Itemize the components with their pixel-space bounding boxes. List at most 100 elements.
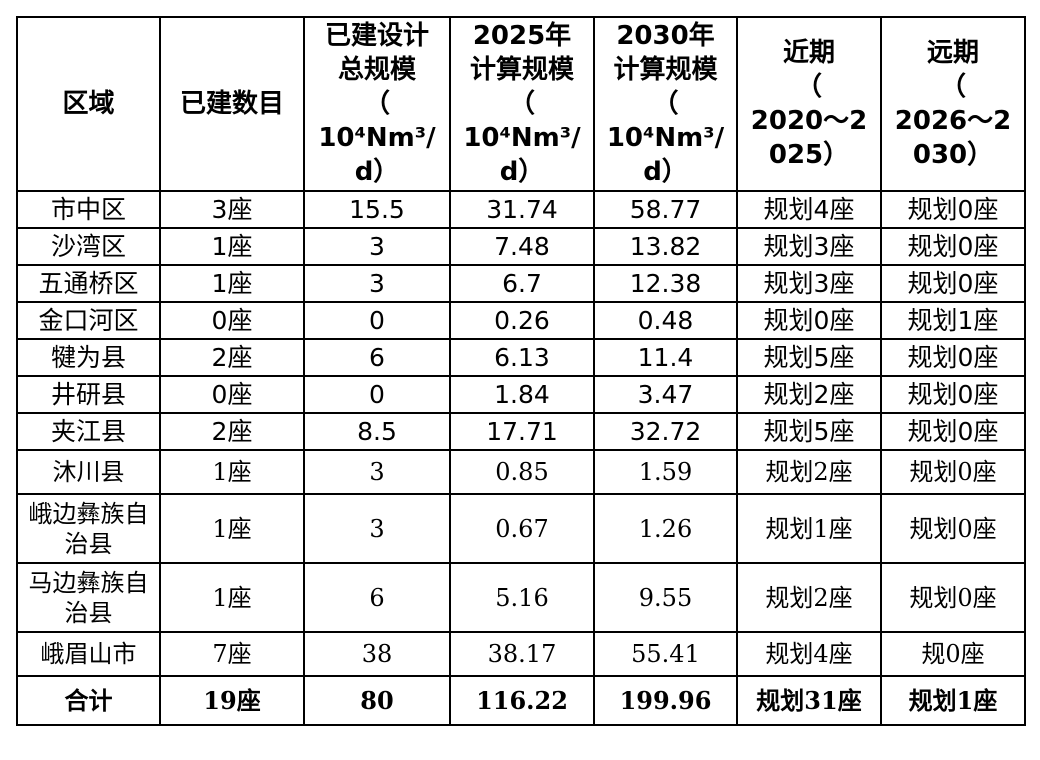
near-term-cell: 规划1座 [736, 493, 882, 564]
long-term-cell: 规划0座 [880, 449, 1026, 495]
built-count-cell: 7座 [159, 631, 305, 677]
table-row: 峨边彝族自治县 1座 3 0.67 1.26 规划1座 规划0座 [16, 493, 1026, 564]
built-scale-cell: 3 [303, 449, 451, 495]
total-calc-2025-cell: 116.22 [449, 675, 595, 726]
built-count-cell: 1座 [159, 264, 305, 303]
built-scale-cell: 3 [303, 264, 451, 303]
total-near-term-cell: 规划31座 [736, 675, 882, 726]
long-term-cell: 规划0座 [880, 493, 1026, 564]
long-term-cell: 规划0座 [880, 562, 1026, 633]
built-scale-cell: 8.5 [303, 412, 451, 451]
table-row: 金口河区 0座 0 0.26 0.48 规划0座 规划1座 [16, 301, 1026, 340]
calc-2030-cell: 3.47 [593, 375, 738, 414]
calc-2025-cell: 1.84 [449, 375, 595, 414]
built-count-cell: 1座 [159, 227, 305, 266]
built-count-cell: 2座 [159, 338, 305, 377]
region-cell: 马边彝族自治县 [16, 562, 161, 633]
total-built-count-cell: 19座 [159, 675, 305, 726]
region-cell: 五通桥区 [16, 264, 161, 303]
table-row: 井研县 0座 0 1.84 3.47 规划2座 规划0座 [16, 375, 1026, 414]
region-cell: 金口河区 [16, 301, 161, 340]
built-scale-cell: 3 [303, 493, 451, 564]
header-calc-2030: 2030年 计算规模 （ 10⁴Nm³/ d） [593, 16, 738, 192]
near-term-cell: 规划4座 [736, 631, 882, 677]
built-scale-cell: 0 [303, 301, 451, 340]
near-term-cell: 规划3座 [736, 227, 882, 266]
total-calc-2030-cell: 199.96 [593, 675, 738, 726]
table-row: 夹江县 2座 8.5 17.71 32.72 规划5座 规划0座 [16, 412, 1026, 451]
built-count-cell: 1座 [159, 449, 305, 495]
calc-2030-cell: 9.55 [593, 562, 738, 633]
near-term-cell: 规划3座 [736, 264, 882, 303]
near-term-cell: 规划5座 [736, 412, 882, 451]
calc-2030-cell: 1.59 [593, 449, 738, 495]
wastewater-plant-table: 区域 已建数目 已建设计 总规模 （ 10⁴Nm³/ d） 2025年 计算规模… [16, 16, 1026, 726]
built-scale-cell: 15.5 [303, 190, 451, 229]
calc-2025-cell: 5.16 [449, 562, 595, 633]
long-term-cell: 规划0座 [880, 190, 1026, 229]
long-term-cell: 规划0座 [880, 227, 1026, 266]
long-term-cell: 规划0座 [880, 375, 1026, 414]
built-scale-cell: 0 [303, 375, 451, 414]
calc-2030-cell: 32.72 [593, 412, 738, 451]
built-scale-cell: 38 [303, 631, 451, 677]
built-scale-cell: 6 [303, 338, 451, 377]
near-term-cell: 规划2座 [736, 562, 882, 633]
calc-2025-cell: 17.71 [449, 412, 595, 451]
near-term-cell: 规划4座 [736, 190, 882, 229]
calc-2030-cell: 0.48 [593, 301, 738, 340]
region-cell: 沙湾区 [16, 227, 161, 266]
total-region-cell: 合计 [16, 675, 161, 726]
region-cell: 犍为县 [16, 338, 161, 377]
built-scale-cell: 3 [303, 227, 451, 266]
built-count-cell: 1座 [159, 562, 305, 633]
calc-2025-cell: 31.74 [449, 190, 595, 229]
table-row: 市中区 3座 15.5 31.74 58.77 规划4座 规划0座 [16, 190, 1026, 229]
built-count-cell: 0座 [159, 375, 305, 414]
table-row: 沐川县 1座 3 0.85 1.59 规划2座 规划0座 [16, 449, 1026, 495]
long-term-cell: 规划0座 [880, 338, 1026, 377]
total-long-term-cell: 规划1座 [880, 675, 1026, 726]
header-near-term: 近期 （ 2020～2 025） [736, 16, 882, 192]
near-term-cell: 规划5座 [736, 338, 882, 377]
region-cell: 井研县 [16, 375, 161, 414]
built-count-cell: 3座 [159, 190, 305, 229]
header-built-scale: 已建设计 总规模 （ 10⁴Nm³/ d） [303, 16, 451, 192]
table-row: 五通桥区 1座 3 6.7 12.38 规划3座 规划0座 [16, 264, 1026, 303]
table-row: 沙湾区 1座 3 7.48 13.82 规划3座 规划0座 [16, 227, 1026, 266]
calc-2030-cell: 58.77 [593, 190, 738, 229]
calc-2030-cell: 1.26 [593, 493, 738, 564]
calc-2025-cell: 0.67 [449, 493, 595, 564]
calc-2025-cell: 0.26 [449, 301, 595, 340]
calc-2025-cell: 7.48 [449, 227, 595, 266]
region-cell: 峨边彝族自治县 [16, 493, 161, 564]
calc-2025-cell: 0.85 [449, 449, 595, 495]
calc-2025-cell: 38.17 [449, 631, 595, 677]
table-row: 犍为县 2座 6 6.13 11.4 规划5座 规划0座 [16, 338, 1026, 377]
header-region: 区域 [16, 16, 161, 192]
header-row: 区域 已建数目 已建设计 总规模 （ 10⁴Nm³/ d） 2025年 计算规模… [16, 16, 1026, 192]
built-count-cell: 1座 [159, 493, 305, 564]
total-row: 合计 19座 80 116.22 199.96 规划31座 规划1座 [16, 675, 1026, 726]
calc-2025-cell: 6.7 [449, 264, 595, 303]
region-cell: 夹江县 [16, 412, 161, 451]
calc-2030-cell: 11.4 [593, 338, 738, 377]
near-term-cell: 规划2座 [736, 449, 882, 495]
long-term-cell: 规划1座 [880, 301, 1026, 340]
header-long-term: 远期 （ 2026～2 030） [880, 16, 1026, 192]
region-cell: 沐川县 [16, 449, 161, 495]
header-built-count: 已建数目 [159, 16, 305, 192]
built-count-cell: 2座 [159, 412, 305, 451]
near-term-cell: 规划0座 [736, 301, 882, 340]
long-term-cell: 规0座 [880, 631, 1026, 677]
calc-2025-cell: 6.13 [449, 338, 595, 377]
header-calc-2025: 2025年 计算规模 （ 10⁴Nm³/ d） [449, 16, 595, 192]
built-count-cell: 0座 [159, 301, 305, 340]
calc-2030-cell: 55.41 [593, 631, 738, 677]
table-row: 马边彝族自治县 1座 6 5.16 9.55 规划2座 规划0座 [16, 562, 1026, 633]
near-term-cell: 规划2座 [736, 375, 882, 414]
region-cell: 市中区 [16, 190, 161, 229]
long-term-cell: 规划0座 [880, 264, 1026, 303]
long-term-cell: 规划0座 [880, 412, 1026, 451]
total-built-scale-cell: 80 [303, 675, 451, 726]
